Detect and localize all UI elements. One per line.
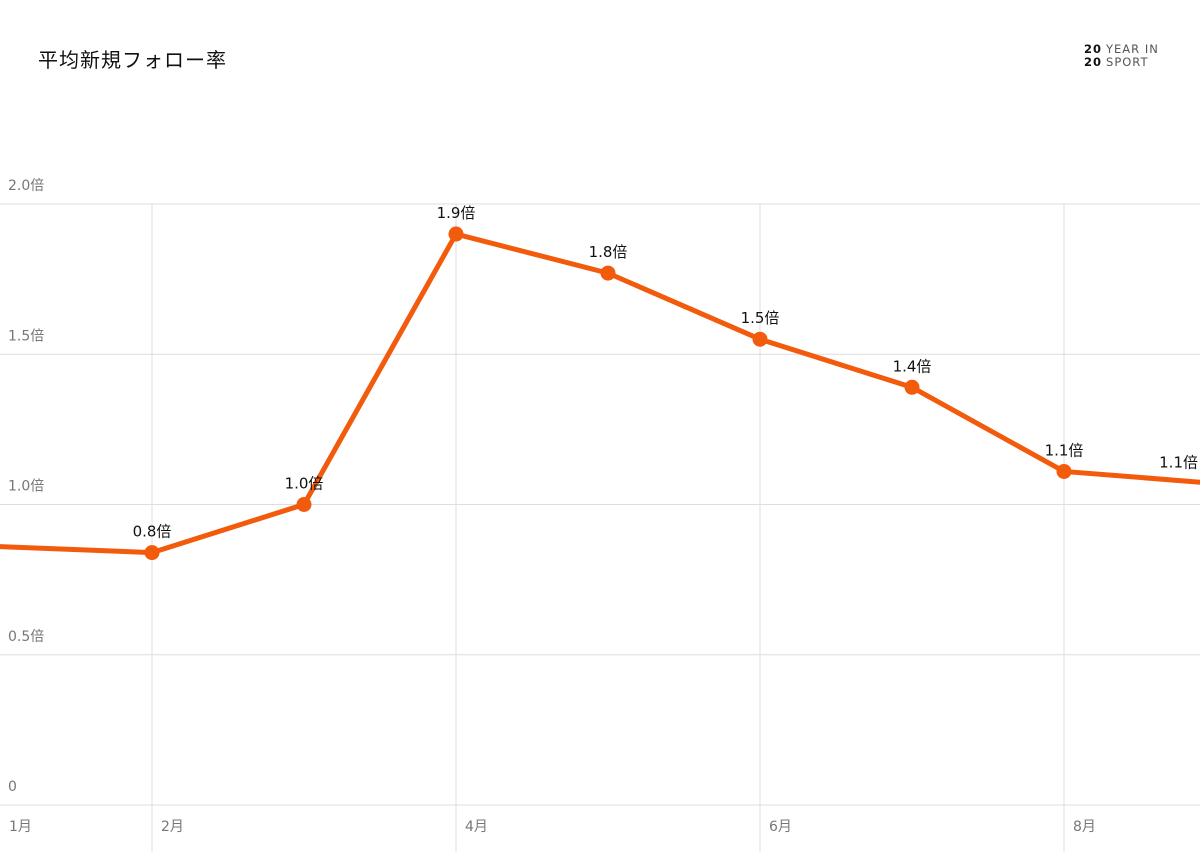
x-tick-label: 1月	[9, 819, 32, 835]
y-tick-label: 0.5倍	[8, 629, 44, 645]
x-tick-label: 6月	[769, 819, 792, 835]
x-tick-label: 8月	[1073, 819, 1096, 835]
data-point	[752, 331, 768, 347]
logo-number-bottom: 20	[1084, 55, 1103, 69]
data-point	[904, 379, 920, 395]
logo-text-bottom: SPORT	[1106, 55, 1149, 69]
data-label: 1.9倍	[437, 204, 476, 222]
data-point	[296, 497, 312, 512]
data-label-layer: 0.8倍 1.0倍 1.9倍 1.8倍 1.5倍 1.4倍 1.1倍 1.1倍	[133, 204, 1198, 541]
series-layer	[0, 226, 1200, 561]
logo-text-top: YEAR IN	[1106, 42, 1159, 56]
data-label: 0.8倍	[133, 523, 172, 541]
year-in-sport-logo: 20 YEAR IN 20 SPORT	[1084, 43, 1159, 69]
data-point	[1056, 463, 1072, 479]
x-tick-label: 4月	[465, 819, 488, 835]
data-point	[448, 226, 464, 242]
data-label: 1.5倍	[741, 309, 780, 327]
data-point	[144, 545, 160, 561]
data-label: 1.1倍	[1159, 453, 1198, 471]
data-point	[600, 265, 616, 281]
y-tick-label: 1.5倍	[8, 328, 44, 344]
data-label: 1.1倍	[1045, 441, 1084, 459]
chart-title: 平均新規フォロー率	[38, 48, 227, 72]
data-label: 1.0倍	[285, 475, 324, 493]
logo-number-top: 20	[1084, 42, 1103, 56]
axis-layer: 0 0.5倍 1.0倍 1.5倍 2.0倍 1月 2月 4月 6月 8月	[8, 178, 1096, 835]
y-tick-label: 0	[8, 779, 17, 795]
y-tick-label: 2.0倍	[8, 178, 44, 194]
grid-layer	[0, 203, 1200, 852]
data-label: 1.8倍	[589, 243, 628, 261]
data-label: 1.4倍	[893, 357, 932, 375]
y-tick-label: 1.0倍	[8, 479, 44, 495]
x-tick-label: 2月	[161, 819, 184, 835]
